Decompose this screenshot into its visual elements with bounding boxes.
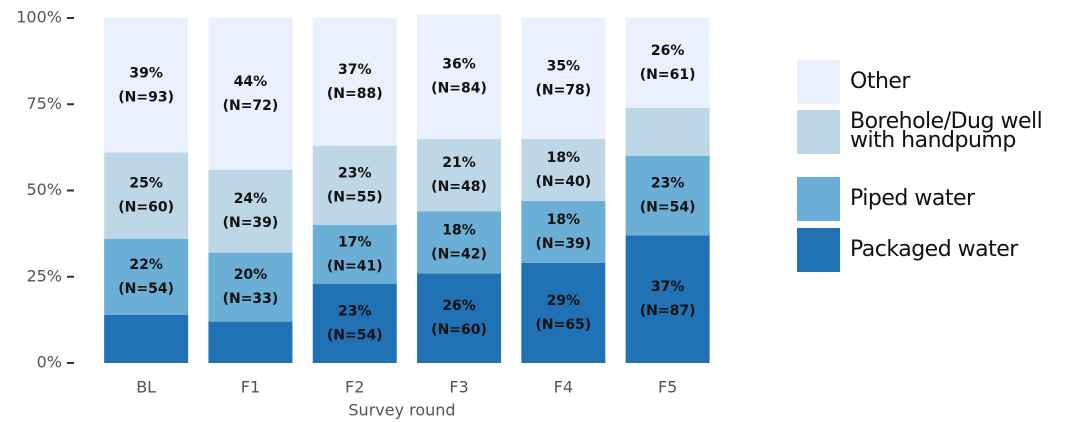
- chart: Survey round 0% 25% 50% 75% 100% BL 22% (N=54) 2…: [16, 8, 710, 420]
- data-label: 23%: [338, 165, 372, 181]
- data-label: 23%: [651, 176, 685, 192]
- bar-segment: [521, 138, 606, 201]
- legend-item: Borehole/Dug well with handpump: [797, 110, 1073, 154]
- bar-segment: [417, 14, 502, 139]
- bar-segment: [625, 156, 710, 236]
- bar-segment: [625, 235, 710, 363]
- legend-item: Piped water: [797, 177, 1073, 221]
- data-label-n: (N=60): [118, 200, 174, 216]
- bar-segment: [208, 321, 293, 363]
- data-label-n: (N=39): [223, 215, 279, 231]
- y-tick-label: 100%: [16, 8, 62, 27]
- bar-segment: [312, 225, 397, 284]
- data-label: 22%: [129, 257, 163, 273]
- data-label: 26%: [651, 43, 685, 59]
- data-label-n: (N=60): [431, 322, 487, 338]
- bar-segment: [521, 18, 606, 139]
- data-label-n: (N=61): [640, 67, 696, 83]
- legend-label: Piped water: [850, 185, 975, 211]
- bar-segment: [417, 273, 502, 363]
- legend-swatch: [797, 177, 840, 221]
- bar-segment: [312, 145, 397, 225]
- data-label: 25%: [129, 176, 163, 192]
- x-tick-label: F2: [345, 378, 364, 397]
- data-label: 21%: [442, 155, 476, 171]
- data-label: 39%: [129, 65, 163, 81]
- x-tick-label: F5: [658, 378, 677, 397]
- data-label: 37%: [338, 62, 372, 78]
- legend-label: Borehole/Dug well with handpump: [850, 109, 1043, 153]
- legend-label: Packaged water: [850, 236, 1018, 262]
- bar-segment: [104, 238, 189, 315]
- bar-segment: [104, 18, 189, 153]
- bar-segment: [312, 283, 397, 363]
- data-label: 24%: [234, 191, 268, 207]
- data-label: 44%: [234, 74, 268, 90]
- data-label-n: (N=39): [535, 236, 591, 252]
- legend-item: Packaged water: [797, 228, 1073, 272]
- y-tick-label: 0%: [37, 353, 62, 372]
- data-label-n: (N=41): [327, 258, 383, 274]
- x-tick-label: F3: [449, 378, 468, 397]
- data-label-n: (N=72): [223, 98, 279, 114]
- bar-segment: [208, 169, 293, 253]
- data-label: 36%: [442, 57, 476, 73]
- x-tick-label: BL: [136, 378, 156, 397]
- data-label-n: (N=78): [535, 82, 591, 98]
- data-label-n: (N=65): [535, 317, 591, 333]
- data-label: 18%: [547, 212, 581, 228]
- data-label-n: (N=93): [118, 89, 174, 105]
- data-label-n: (N=33): [223, 291, 279, 307]
- bar-segment: [417, 138, 502, 212]
- y-tick-label: 50%: [26, 180, 62, 199]
- data-label: 20%: [234, 267, 268, 283]
- data-label-n: (N=48): [431, 179, 487, 195]
- data-label: 18%: [547, 150, 581, 166]
- data-label: 35%: [547, 58, 581, 74]
- bar-segment: [104, 152, 189, 239]
- x-tick-label: F4: [554, 378, 573, 397]
- data-label: 17%: [338, 234, 372, 250]
- legend-swatch: [797, 228, 840, 272]
- data-label-n: (N=84): [431, 81, 487, 97]
- bar-segment: [521, 262, 606, 363]
- legend-label: Other: [850, 68, 910, 94]
- y-tick-label: 25%: [26, 266, 62, 285]
- data-label-n: (N=54): [640, 200, 696, 216]
- bar-segment: [208, 252, 293, 322]
- data-label: 18%: [442, 222, 476, 238]
- data-label: 29%: [547, 293, 581, 309]
- data-label-n: (N=55): [327, 189, 383, 205]
- data-label: 23%: [338, 303, 372, 319]
- data-label: 26%: [442, 298, 476, 314]
- legend-swatch: [797, 60, 840, 104]
- bar-segment: [208, 18, 293, 170]
- data-label-n: (N=40): [535, 174, 591, 190]
- data-label-n: (N=42): [431, 246, 487, 262]
- y-tick-label: 75%: [26, 94, 62, 113]
- legend-item: Other: [797, 60, 1073, 104]
- legend-swatch: [797, 110, 840, 154]
- data-label-n: (N=88): [327, 86, 383, 102]
- x-tick-label: F1: [241, 378, 260, 397]
- bar-segment: [625, 18, 710, 108]
- x-axis-title: Survey round: [348, 401, 455, 420]
- bar-segment: [521, 200, 606, 263]
- bar-segment: [625, 107, 710, 156]
- data-label-n: (N=54): [327, 327, 383, 343]
- data-label-n: (N=87): [640, 303, 696, 319]
- bar-segment: [417, 211, 502, 274]
- bar-segment: [104, 314, 189, 363]
- bar-segment: [312, 18, 397, 146]
- data-label: 37%: [651, 279, 685, 295]
- data-label-n: (N=54): [118, 281, 174, 297]
